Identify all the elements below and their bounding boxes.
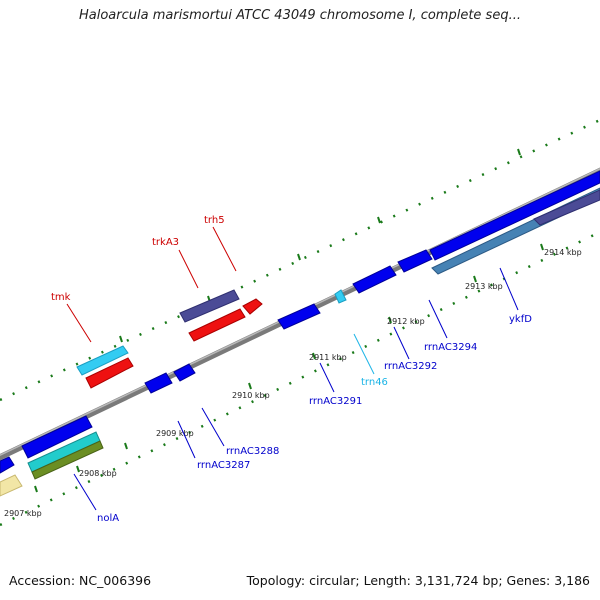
label-rrnAC3287: rrnAC3287: [197, 460, 250, 471]
map-title: Haloarcula marismortui ATCC 43049 chromo…: [79, 8, 521, 23]
tick-label-2909: 2909 kbp: [156, 429, 194, 438]
label-rrnAC3288: rrnAC3288: [226, 446, 279, 457]
feature-trkA3[interactable]: [179, 289, 240, 323]
feature-lower-yellow[interactable]: [0, 474, 23, 497]
feature-lower-blue-left[interactable]: [0, 456, 15, 474]
tick-label-2908: 2908 kbp: [79, 469, 117, 478]
label-tmk: tmk: [51, 292, 71, 303]
label-trkA3: trkA3: [152, 237, 179, 248]
leader-lines: [66, 226, 519, 511]
feature-lower-olive[interactable]: [31, 440, 104, 480]
feature-upper-purple[interactable]: [533, 189, 600, 226]
label-rrnAC3294: rrnAC3294: [424, 342, 477, 353]
label-nolA: nolA: [97, 513, 119, 524]
feature-trn46[interactable]: [334, 289, 347, 304]
label-rrnAC3291: rrnAC3291: [309, 396, 362, 407]
feature-labels: tmk trkA3 trh5 nolA rrnAC3287 rrnAC3288 …: [51, 215, 532, 524]
feature-nolA[interactable]: [21, 415, 93, 459]
tick-label-2911: 2911 kbp: [309, 353, 347, 362]
features-lower: [0, 170, 600, 497]
feature-trh5[interactable]: [242, 298, 263, 315]
tick-labels: 2907 kbp 2908 kbp 2909 kbp 2910 kbp 2911…: [4, 248, 582, 518]
feature-upper-red-2[interactable]: [188, 308, 246, 342]
feature-rrnAC3287[interactable]: [144, 372, 173, 394]
tick-label-2914: 2914 kbp: [544, 248, 582, 257]
feature-tmk[interactable]: [76, 345, 129, 376]
tick-label-2910: 2910 kbp: [232, 391, 270, 400]
tick-label-2913: 2913 kbp: [465, 282, 503, 291]
label-ykfD: ykfD: [509, 314, 532, 325]
label-trh5: trh5: [204, 215, 225, 226]
feature-upper-red-1[interactable]: [85, 357, 134, 389]
tick-label-2907: 2907 kbp: [4, 509, 42, 518]
feature-rrnAC3292[interactable]: [352, 265, 397, 294]
topology-summary: Topology: circular; Length: 3,131,724 bp…: [246, 573, 590, 588]
label-rrnAC3292: rrnAC3292: [384, 361, 437, 372]
feature-rrnAC3291[interactable]: [277, 303, 321, 330]
features-upper: [76, 187, 600, 389]
feature-rrnAC3294[interactable]: [397, 249, 433, 273]
feature-rrnAC3288[interactable]: [173, 363, 196, 382]
feature-lower-blue-long[interactable]: [429, 170, 600, 261]
tick-label-2912: 2912 kbp: [387, 317, 425, 326]
accession-text: Accession: NC_006396: [9, 573, 152, 588]
label-trn46: trn46: [361, 377, 388, 388]
